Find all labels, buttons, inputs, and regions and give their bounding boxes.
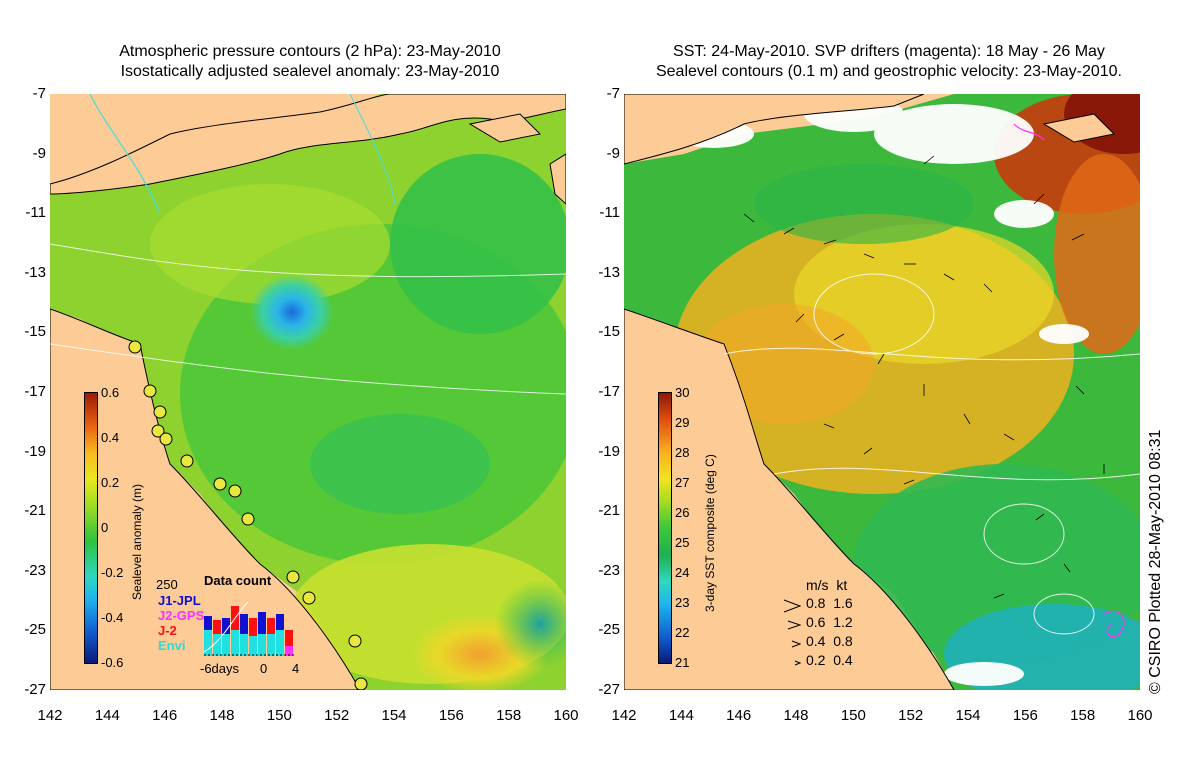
- data-count-title: Data count: [204, 573, 272, 588]
- sst-tick-24: 24: [675, 565, 690, 580]
- left-lat-tick-label: -15: [24, 323, 46, 341]
- queensland-coast: [624, 308, 955, 690]
- legend-j2-gps: J2-GPS: [158, 608, 205, 623]
- right-lat-tick-label: -15: [598, 323, 620, 341]
- left-lat-tick-label: -21: [24, 502, 46, 520]
- right-lat-tick-label: -7: [606, 85, 620, 102]
- left-lon-tick-label: 158: [496, 707, 522, 724]
- legend-j-2: J-2: [158, 623, 177, 638]
- right-lon-tick-label: 146: [726, 707, 752, 724]
- left-lat-tick-label: -23: [24, 561, 46, 579]
- left-title-line1: Atmospheric pressure contours (2 hPa): 2…: [119, 43, 501, 60]
- velocity-legend-row-2: 0.6 1.2: [806, 614, 853, 630]
- right-lon-tick-label: 158: [1070, 707, 1096, 724]
- sst-tick-26: 26: [675, 505, 690, 520]
- left-lat-tick-label: -17: [24, 383, 46, 400]
- sst-tick-30: 30: [675, 385, 690, 400]
- right-lon-tick-label: 156: [1012, 707, 1038, 724]
- left-lon-tick-label: 152: [324, 707, 350, 724]
- new-guinea-coast: [50, 94, 566, 195]
- left-lat-tick-label: -27: [24, 681, 46, 698]
- velocity-arrows: [743, 155, 1105, 599]
- sst-tick-21: 21: [675, 655, 690, 670]
- left-lat-tick-label: -25: [24, 621, 46, 639]
- legend-envi: Envi: [158, 638, 186, 653]
- data-count-x-zero: 0: [260, 661, 268, 676]
- left-lon-tick-label: 148: [209, 707, 235, 724]
- right-lat-tick-label: -11: [599, 204, 620, 222]
- sealevel-colorbar-label: Sealevel anomaly (m): [130, 483, 144, 600]
- data-count-max: 250: [156, 577, 178, 592]
- sealevel-tick-0.2: 0.2: [101, 475, 120, 490]
- left-lon-tick-label: 144: [94, 707, 120, 724]
- left-lon-tick-label: 154: [381, 707, 407, 724]
- left-lon-tick-label: 146: [152, 707, 178, 724]
- sealevel-tick-0.6: 0.6: [101, 385, 120, 400]
- legend-j1-jpl: J1-JPL: [158, 593, 201, 608]
- right-lat-tick-label: -25: [598, 621, 620, 639]
- right-lat-tick-label: -27: [598, 681, 620, 698]
- right-lon-tick-label: 144: [668, 707, 694, 724]
- queensland-coast: [50, 308, 361, 690]
- sst-colorbar: [658, 392, 672, 664]
- left-lat-tick-label: -11: [25, 204, 46, 222]
- sst-tick-28: 28: [675, 445, 690, 460]
- data-count-inset: 250 Data count J1-JPL J2-GPS J-2 Envi -6…: [156, 574, 306, 678]
- right-lon-tick-label: 154: [955, 707, 981, 724]
- sealevel-tick-neg0.4: -0.4: [101, 610, 124, 625]
- left-lat-tick-label: -13: [24, 263, 46, 281]
- right-lon-tick-label: 148: [783, 707, 809, 724]
- tide-gauge-markers: [128, 340, 368, 690]
- right-title-line2: Sealevel contours (0.1 m) and geostrophi…: [655, 63, 1122, 80]
- sst-tick-23: 23: [675, 595, 690, 610]
- right-lon-tick-label: 152: [898, 707, 924, 724]
- right-lat-tick-label: -17: [598, 383, 620, 400]
- left-lat-tick-label: -19: [24, 442, 46, 460]
- left-lon-tick-label: 150: [266, 707, 292, 724]
- sst-map: m/s kt 0.8 1.6 0.6 1.2 0.4 0.8 0.2 0.4: [624, 94, 1140, 690]
- sealevel-colorbar: [84, 392, 98, 664]
- velocity-legend-arrows: [783, 599, 802, 666]
- velocity-legend-row-1: 0.8 1.6: [806, 595, 853, 611]
- right-title-line1: SST: 24-May-2010. SVP drifters (magenta)…: [673, 43, 1105, 60]
- right-lat-tick-label: -13: [598, 263, 620, 281]
- velocity-legend-row-3: 0.4 0.8: [806, 633, 853, 649]
- right-lon-tick-label: 150: [840, 707, 866, 724]
- data-count-x-end: 4: [292, 661, 300, 676]
- left-title-line2: Isostatically adjusted sealevel anomaly:…: [120, 63, 500, 80]
- left-lat-tick-label: -9: [32, 144, 46, 162]
- right-lat-tick-label: -21: [598, 502, 620, 520]
- sst-tick-27: 27: [675, 475, 690, 490]
- sst-tick-22: 22: [675, 625, 690, 640]
- velocity-legend-row-4: 0.2 0.4: [806, 652, 853, 668]
- data-count-bars: [204, 601, 294, 656]
- left-lon-tick-label: 156: [438, 707, 464, 724]
- left-lon-tick-label: 160: [553, 707, 579, 724]
- right-lat-tick-label: -23: [598, 561, 620, 579]
- sealevel-field: [50, 94, 566, 690]
- sealevel-tick-neg0.6: -0.6: [101, 655, 124, 670]
- copyright-note: © CSIRO Plotted 28-May-2010 08:31: [1147, 429, 1164, 694]
- sealevel-tick-0.4: 0.4: [101, 430, 120, 445]
- velocity-legend-header: m/s kt: [806, 577, 848, 593]
- left-lat-tick-label: -7: [32, 85, 46, 102]
- sst-colorbar-label: 3-day SST composite (deg C): [703, 454, 717, 612]
- data-count-x-start: -6days: [200, 661, 240, 676]
- sealevel-tick-neg0.2: -0.2: [101, 565, 124, 580]
- right-lat-tick-label: -19: [598, 442, 620, 460]
- sst-tick-25: 25: [675, 535, 690, 550]
- left-lon-tick-label: 142: [37, 707, 63, 724]
- sst-field: [624, 94, 1140, 690]
- right-lat-tick-label: -9: [606, 144, 620, 162]
- right-lon-tick-label: 160: [1127, 707, 1153, 724]
- sealevel-anomaly-map: 250 Data count J1-JPL J2-GPS J-2 Envi -6…: [50, 94, 566, 690]
- right-lon-tick-label: 142: [611, 707, 637, 724]
- sst-tick-29: 29: [675, 415, 690, 430]
- sealevel-tick-0: 0: [101, 520, 109, 535]
